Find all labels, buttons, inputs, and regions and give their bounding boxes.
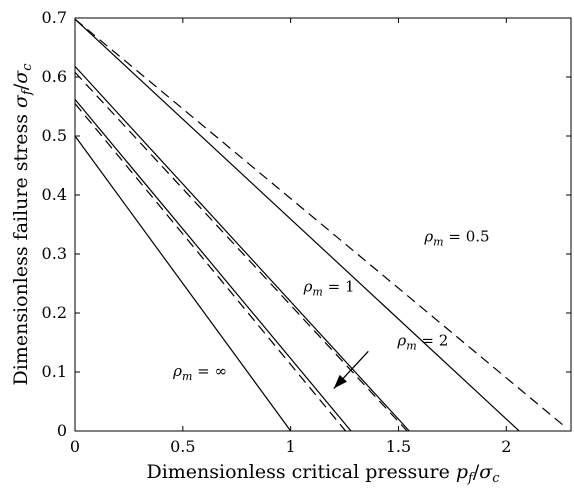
y-tick-label: 0.1 [42, 362, 67, 381]
annotation-4: ρm = 0.5 [423, 227, 489, 248]
annotation-subscript: m [182, 370, 192, 383]
y-axis-label-text: Dimensionless failure stress [10, 108, 32, 386]
x-tick-label: 0 [70, 437, 80, 456]
x-tick-label: 2 [501, 437, 511, 456]
y-axis-label-sub: f [20, 88, 35, 96]
x-axis-label-var: p [456, 461, 468, 483]
axes: 0 0.5 1 1.5 2 0 0.1 0.2 0.3 0.4 0.5 0.6 0.7 [42, 8, 572, 456]
y-tick-label: 0.2 [42, 303, 67, 322]
series-line-4 [74, 65, 410, 432]
annotation-symbol: ρ [396, 332, 406, 350]
series-line-2 [74, 99, 352, 432]
x-tick-label: 1.5 [386, 437, 411, 456]
y-axis-label-sub2: c [20, 63, 35, 71]
x-axis-label-sub2: c [492, 471, 500, 486]
y-tick-label: 0.5 [42, 126, 67, 145]
series-line-3 [74, 103, 347, 432]
annotation-value: = ∞ [192, 362, 227, 380]
x-axis-label-div: / [473, 461, 480, 483]
series-line-6 [74, 18, 520, 432]
series-line-5 [74, 71, 408, 432]
annotation-subscript: m [312, 285, 322, 298]
annotation-subscript: m [433, 235, 443, 248]
x-axis-label-text: Dimensionless critical pressure [146, 461, 455, 483]
x-axis-label: Dimensionless critical pressure pf/σc [146, 461, 500, 486]
y-axis-label-var: σ [10, 94, 32, 108]
arrow-head [333, 374, 347, 389]
y-tick-label: 0.3 [42, 244, 67, 263]
series-lines [74, 18, 565, 432]
plot-frame [74, 17, 572, 432]
y-tick-label: 0.4 [42, 185, 67, 204]
y-axis-label: Dimensionless failure stress σf/σc [10, 63, 35, 386]
y-axis-label-var2: σ [10, 70, 32, 84]
y-tick-label: 0.6 [42, 67, 67, 86]
x-tick-label: 0.5 [170, 437, 195, 456]
annotation-symbol: ρ [303, 277, 313, 295]
annotations: ρm = ∞ρm = 2ρm = 1ρm = 0.5 [172, 227, 490, 389]
annotation-value: = 0.5 [444, 227, 490, 245]
annotation-1: ρm = ∞ [172, 362, 227, 383]
series-line-1 [74, 135, 292, 432]
x-axis-label-var2: σ [479, 461, 493, 483]
annotation-value: = 1 [323, 277, 355, 295]
y-tick-label: 0.7 [42, 8, 67, 27]
annotation-3: ρm = 1 [303, 277, 355, 298]
annotation-subscript: m [406, 340, 416, 353]
x-tick-label: 1 [286, 437, 296, 456]
y-tick-label: 0 [57, 421, 67, 440]
annotation-value: = 2 [417, 332, 449, 350]
annotation-symbol: ρ [172, 362, 182, 380]
x-axis-label-sub: f [467, 471, 475, 486]
series-line-7 [74, 18, 565, 427]
y-axis-label-div: / [10, 83, 32, 90]
annotation-symbol: ρ [423, 227, 433, 245]
annotation-2: ρm = 2 [396, 332, 448, 353]
